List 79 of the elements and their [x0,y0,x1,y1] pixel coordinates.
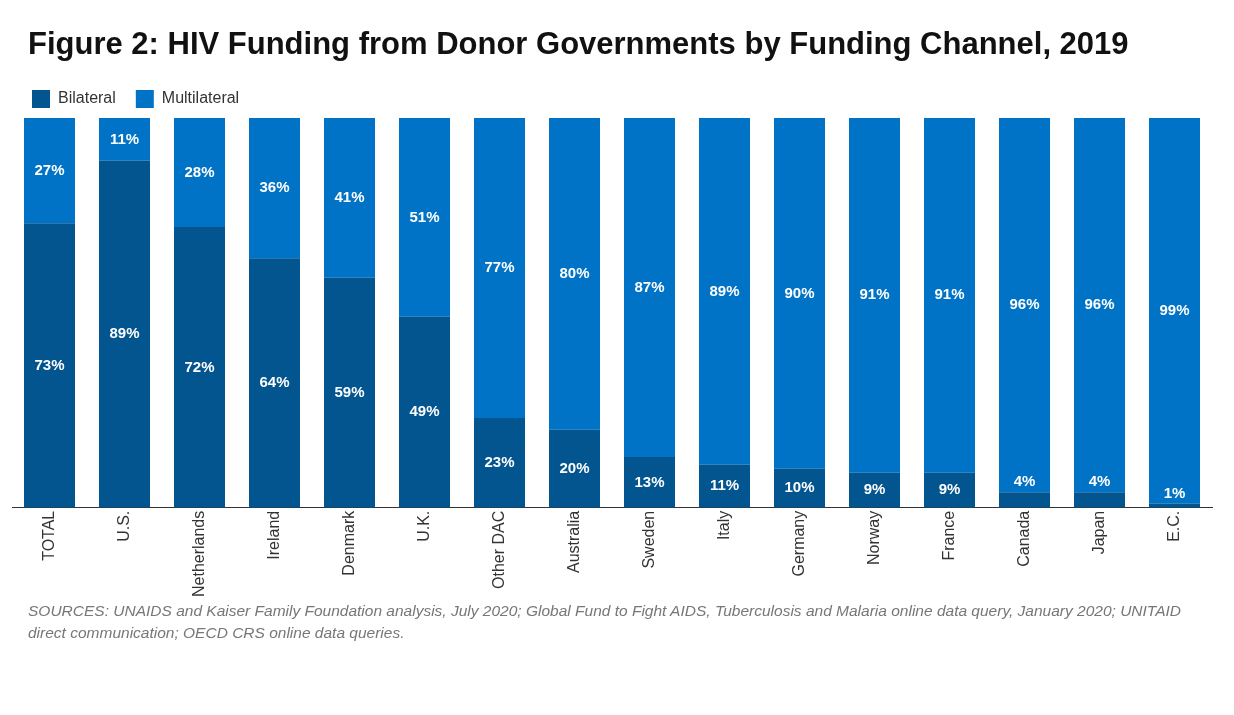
data-label: 87% [634,277,665,295]
x-tick-label: TOTAL [39,510,57,561]
data-label: 10% [784,478,815,496]
bar [549,429,600,508]
bar [99,160,150,508]
bar [624,118,675,458]
data-label: 9% [938,480,961,498]
data-label: 89% [109,324,140,342]
data-label: 72% [184,357,215,375]
x-tick-label: Other DAC [489,510,507,589]
bar [474,418,525,508]
bar [174,118,225,228]
data-label: 28% [184,162,215,180]
data-label: 13% [634,472,665,490]
data-label: 73% [34,355,65,373]
data-label: 9% [863,480,886,498]
x-tick-label: U.K. [414,510,432,542]
x-tick-label: Netherlands [189,510,207,598]
data-label: 23% [484,453,515,471]
x-tick-label: Italy [714,510,732,541]
bar [99,118,150,161]
x-tick-label: Denmark [339,509,357,576]
data-label: 1% [1163,483,1186,501]
x-tick-label: U.S. [114,510,132,542]
x-tick-label: Sweden [639,510,657,569]
bar [1074,118,1125,493]
bar [24,118,75,224]
bar [24,223,75,508]
bar [549,118,600,430]
x-tick-label: Norway [864,510,882,565]
data-label: 36% [259,178,290,196]
data-label: 90% [784,283,815,301]
bar [474,118,525,419]
bar [399,118,450,317]
data-label: 91% [934,285,965,303]
data-label: 59% [334,382,365,400]
data-label: 96% [1009,295,1040,313]
bar [924,118,975,473]
bar [399,316,450,508]
data-label: 11% [109,129,140,147]
bar [324,118,375,278]
x-tick-label: Australia [564,510,582,573]
legend-label: Bilateral [58,89,116,107]
data-label: 20% [559,458,590,476]
bar [1149,118,1200,504]
data-label: 51% [409,207,440,225]
data-label: 11% [709,476,740,494]
bar [249,118,300,259]
data-label: 80% [559,264,590,282]
bar [999,492,1050,508]
legend-label: Multilateral [161,89,240,107]
bar [699,118,750,465]
data-label: 4% [1013,472,1036,490]
data-label: 77% [484,258,515,276]
bar [999,118,1050,493]
bar [774,118,825,469]
data-label: 99% [1159,301,1190,319]
data-label: 27% [34,160,65,178]
data-label: 89% [709,281,740,299]
bar [1074,492,1125,508]
data-label: 96% [1084,295,1115,313]
x-tick-label: Japan [1089,510,1107,555]
x-tick-label: E.C. [1164,510,1182,542]
bar [249,258,300,508]
data-label: 4% [1088,472,1111,490]
data-label: 91% [859,285,890,303]
bar [849,118,900,473]
bar [624,457,675,508]
source-note: SOURCES: UNAIDS and Kaiser Family Foundation analysis, July 2020; Global Fund to Fight AIDS, Tuberculosis and Malaria online data query, January 2020; UNITAID direct communication; OECD CRS online data queries. [28,601,1182,643]
chart-title: Figure 2: HIV Funding from Donor Governments by Funding Channel, 2019 [28,26,1130,62]
x-tick-label: Germany [789,510,807,577]
bar [324,277,375,508]
data-label: 49% [409,402,440,420]
bar [174,227,225,508]
data-label: 41% [334,188,365,206]
x-tick-label: Ireland [264,510,282,560]
x-tick-label: France [939,510,957,561]
x-tick-label: Canada [1014,510,1032,567]
data-label: 64% [259,373,290,391]
